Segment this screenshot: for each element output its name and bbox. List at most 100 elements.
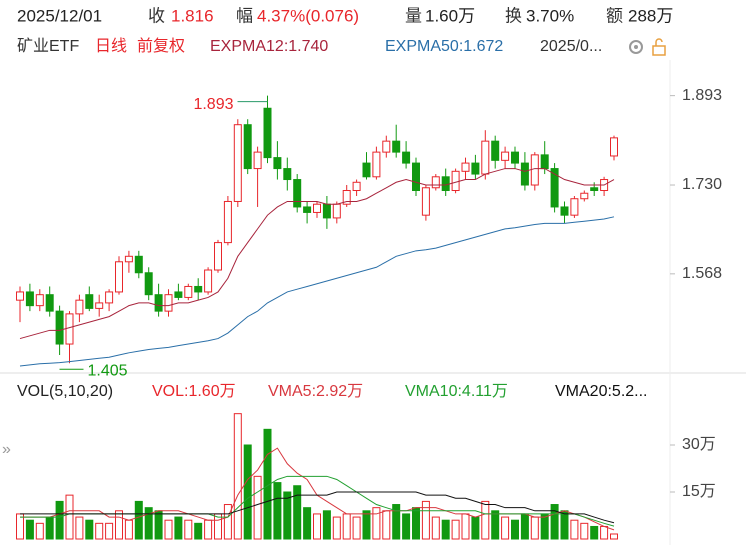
- candle-body: [461, 162, 470, 172]
- y-tick-label: 15万: [682, 483, 716, 500]
- expand-icon[interactable]: »: [2, 441, 11, 458]
- legend-entry: VMA10:4.11万: [405, 383, 508, 400]
- volume-bar: [35, 522, 44, 540]
- candle-body: [342, 190, 351, 205]
- candle-body: [550, 168, 559, 208]
- candle-body: [580, 192, 589, 200]
- volume-bar: [520, 513, 529, 540]
- candle-body: [65, 313, 74, 345]
- volume-bar: [540, 513, 549, 540]
- annotation: 1.893: [193, 96, 233, 113]
- candle-body: [194, 285, 203, 293]
- candle-body: [95, 302, 104, 309]
- volume-bar: [600, 525, 609, 540]
- candle-body: [451, 170, 460, 192]
- y-tick-label: 1.730: [682, 176, 722, 193]
- volume-bar: [16, 513, 24, 540]
- volume-bar: [115, 510, 123, 540]
- volume-bar: [461, 513, 470, 540]
- volume-title: VOL(5,10,20): [17, 383, 113, 400]
- candle-body: [491, 140, 500, 161]
- candle-body: [293, 179, 302, 208]
- candle-body: [501, 151, 510, 161]
- candle-body: [164, 294, 173, 312]
- header-value: 1.816: [171, 6, 214, 25]
- volume-bar: [144, 507, 153, 540]
- volume-bar: [134, 500, 143, 540]
- volume-bar: [184, 519, 193, 540]
- volume-bar: [332, 516, 341, 540]
- candle-body: [303, 206, 312, 213]
- candle-body: [253, 151, 262, 170]
- volume-bar: [481, 500, 490, 540]
- candle-body: [174, 291, 183, 298]
- volume-bar: [362, 510, 371, 540]
- volume-bar: [421, 500, 430, 540]
- volume-bar: [55, 500, 64, 540]
- volume-bar: [263, 428, 272, 540]
- volume-bar: [223, 504, 232, 540]
- volume-bar: [214, 513, 222, 540]
- candle-body: [570, 198, 579, 216]
- candle-body: [184, 285, 193, 298]
- header-value: 3.70%: [526, 6, 574, 25]
- volume-bar: [590, 525, 599, 540]
- volume-label: VOL:1.60万: [152, 383, 236, 400]
- header-label: 换: [505, 6, 522, 25]
- volume-bar: [322, 510, 331, 540]
- volume-bar: [65, 494, 74, 540]
- volume-bar: [174, 516, 183, 540]
- candle-body: [471, 162, 480, 175]
- volume-bar: [570, 519, 579, 540]
- volume-bar: [204, 519, 213, 540]
- volume-bar: [75, 516, 84, 540]
- volume-bar: [164, 519, 173, 540]
- candle-body: [511, 151, 519, 164]
- volume-bar: [402, 513, 411, 540]
- candle-body: [610, 137, 618, 157]
- gear-center[interactable]: [634, 45, 638, 49]
- header-label: 收: [148, 6, 165, 25]
- y-tick-label: 30万: [682, 436, 716, 453]
- candle-body: [402, 151, 411, 164]
- volume-bar: [45, 516, 54, 540]
- legend-entry: EXPMA50:1.672: [385, 38, 503, 55]
- ma-line: [19, 216, 615, 367]
- legend-entry: EXPMA12:1.740: [210, 38, 328, 55]
- volume-bar: [610, 533, 618, 540]
- candle-body: [16, 291, 24, 301]
- candle-body: [412, 162, 420, 192]
- volume-bar: [243, 444, 252, 540]
- candle-body: [115, 261, 123, 293]
- volume-bar: [303, 507, 312, 540]
- candle-body: [520, 162, 529, 186]
- lock-body[interactable]: [652, 45, 666, 56]
- candle-body: [85, 294, 94, 309]
- candle-body: [322, 203, 331, 219]
- candle-body: [75, 299, 84, 315]
- gear[interactable]: [629, 40, 643, 54]
- header-label: 额: [606, 6, 623, 25]
- date-range[interactable]: 2025/0...: [540, 38, 602, 55]
- lock-shackle[interactable]: [655, 38, 663, 46]
- header-date: 2025/12/01: [17, 6, 102, 25]
- annotation: 1.405: [88, 362, 128, 379]
- volume-bar: [105, 522, 114, 540]
- period[interactable]: 日线: [95, 37, 127, 55]
- candle-body: [590, 187, 599, 192]
- candle-body: [313, 203, 321, 213]
- adjust[interactable]: 前复权: [137, 37, 185, 55]
- volume-bar: [511, 519, 519, 540]
- volume-bar: [273, 482, 282, 540]
- candle-body: [421, 187, 430, 216]
- vma-line: [20, 491, 615, 524]
- lock-icon[interactable]: [652, 38, 666, 56]
- candle-body: [144, 272, 153, 296]
- header-value: 288万: [628, 6, 673, 25]
- volume-bar: [530, 516, 539, 540]
- fund-name: 矿业ETF: [17, 37, 79, 55]
- volume-bar: [560, 510, 569, 540]
- candle-body: [530, 154, 539, 186]
- settings-icon[interactable]: [629, 40, 643, 54]
